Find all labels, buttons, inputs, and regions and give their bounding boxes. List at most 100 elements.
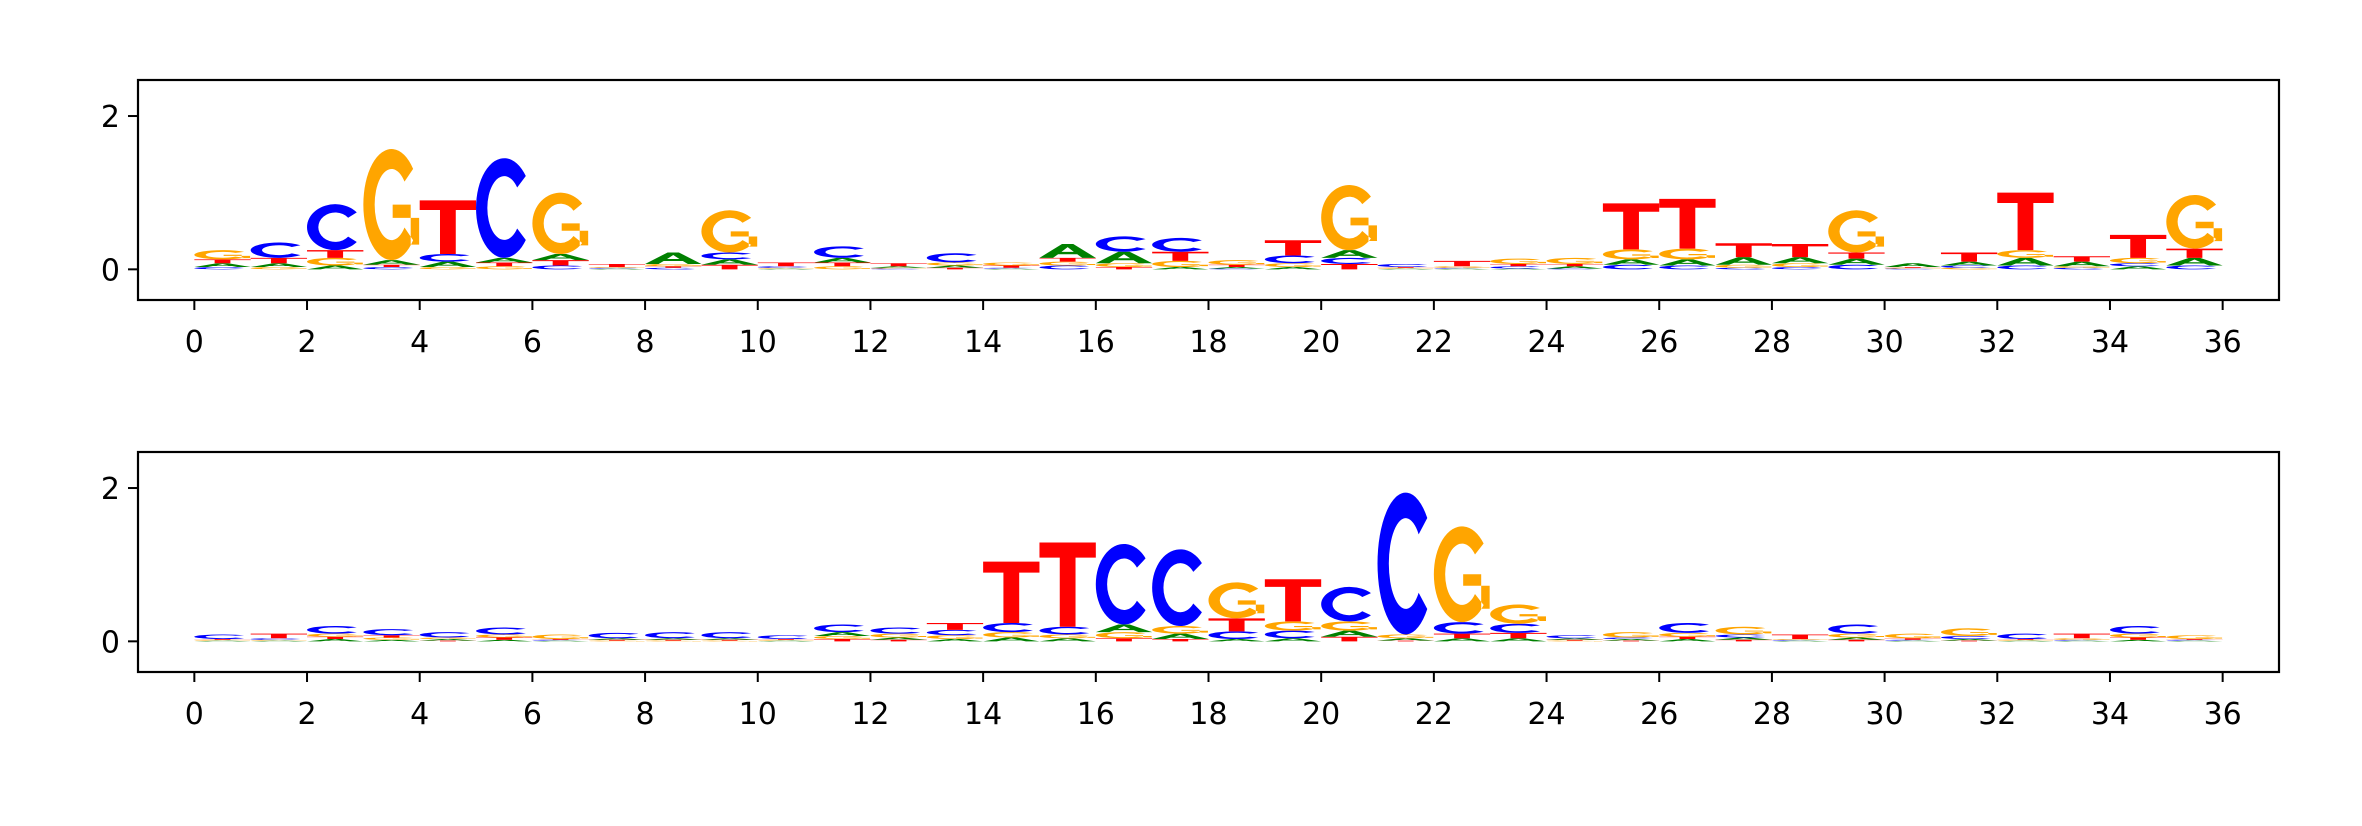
letter-T <box>307 250 364 258</box>
letter-A <box>1208 267 1265 269</box>
letter-G <box>1208 260 1265 265</box>
letter-C <box>701 252 752 260</box>
letter-C <box>1771 267 1822 270</box>
letter-C <box>1715 634 1766 638</box>
letter-T <box>1940 640 1998 642</box>
letter-C <box>870 627 921 634</box>
letter-C <box>1828 264 1879 270</box>
logo-column <box>588 263 646 270</box>
x-tick-label: 8 <box>636 697 655 732</box>
letter-G <box>2166 194 2223 249</box>
letter-G <box>363 637 420 640</box>
letter-T <box>588 263 646 268</box>
x-tick-label: 16 <box>1077 325 1115 360</box>
letter-T <box>194 639 251 640</box>
letter-G <box>1321 185 1377 251</box>
letter-A <box>1039 638 1096 642</box>
letter-G <box>1490 604 1546 624</box>
letter-G <box>307 633 363 637</box>
x-tick-label: 22 <box>1415 697 1453 732</box>
letter-A <box>870 637 927 640</box>
letter-C <box>2166 639 2217 641</box>
x-tick-label: 18 <box>1189 697 1227 732</box>
letter-A <box>1997 257 2054 266</box>
letter-C <box>1602 637 1653 640</box>
letter-G <box>1095 632 1152 639</box>
letter-G <box>1715 626 1772 635</box>
letter-G <box>1039 634 1096 639</box>
letter-A <box>1321 630 1378 637</box>
letter-C <box>1095 543 1146 625</box>
letter-G <box>532 192 589 255</box>
letter-C <box>1659 265 1709 270</box>
letter-C <box>757 266 808 268</box>
letter-G <box>926 635 983 640</box>
letter-T <box>250 633 308 639</box>
y-tick-label: 2 <box>101 100 120 135</box>
letter-G <box>1377 267 1434 269</box>
logo-column <box>2109 626 2167 642</box>
letter-C <box>983 622 1033 633</box>
letter-A <box>1433 268 1491 270</box>
letter-G <box>701 210 758 253</box>
letter-T <box>1095 638 1153 642</box>
letter-G <box>1940 267 1997 270</box>
letter-C <box>1095 236 1146 252</box>
letter-A <box>363 639 420 642</box>
letter-G <box>1997 250 2054 258</box>
x-tick-label: 6 <box>523 325 542 360</box>
x-tick-label: 4 <box>410 325 429 360</box>
letter-G <box>1433 266 1490 268</box>
logo-column <box>1377 263 1434 270</box>
letter-A <box>701 638 758 640</box>
logo-column <box>701 210 758 270</box>
logo-column <box>1490 604 1547 642</box>
letter-T <box>1546 263 1603 267</box>
x-tick-label: 24 <box>1527 697 1565 732</box>
letter-G <box>814 635 870 640</box>
logo-column <box>1152 237 1209 270</box>
letter-C <box>1264 255 1315 264</box>
letter-C <box>1321 586 1371 622</box>
letter-G <box>419 267 476 270</box>
letter-G <box>1602 249 1659 260</box>
letter-A <box>476 639 533 642</box>
letter-T <box>645 266 702 268</box>
x-tick-label: 2 <box>297 697 316 732</box>
letter-T <box>1321 636 1378 642</box>
letter-G <box>194 250 251 260</box>
letter-G <box>1715 264 1772 268</box>
letter-T <box>2166 639 2223 640</box>
letter-G <box>194 639 251 641</box>
letter-A <box>1490 268 1547 270</box>
logo-column <box>814 624 871 642</box>
x-tick-label: 10 <box>739 697 777 732</box>
letter-C <box>1546 268 1597 270</box>
x-tick-label: 14 <box>964 325 1002 360</box>
letter-T <box>757 262 815 267</box>
letter-G <box>419 637 476 640</box>
letter-A <box>2166 257 2223 266</box>
x-tick-label: 34 <box>2091 697 2129 732</box>
letter-G <box>983 262 1039 266</box>
logo-column <box>1208 582 1265 642</box>
letter-T <box>1715 243 1772 258</box>
logo-column <box>1940 252 1998 270</box>
letter-T <box>532 639 589 640</box>
logo-column <box>1490 258 1547 270</box>
letter-T <box>1771 244 1829 258</box>
letter-C <box>1884 639 1935 641</box>
letter-A <box>1602 259 1660 265</box>
letter-A <box>307 265 364 270</box>
logo-column <box>1546 257 1603 270</box>
letter-C <box>814 246 864 258</box>
letter-G <box>1490 258 1546 264</box>
x-tick-label: 28 <box>1753 325 1791 360</box>
letter-T <box>1433 633 1491 639</box>
letter-C <box>2053 639 2104 641</box>
logo-column <box>307 626 364 642</box>
x-tick-label: 26 <box>1640 325 1678 360</box>
x-tick-label: 24 <box>1527 325 1565 360</box>
letter-A <box>926 265 984 268</box>
